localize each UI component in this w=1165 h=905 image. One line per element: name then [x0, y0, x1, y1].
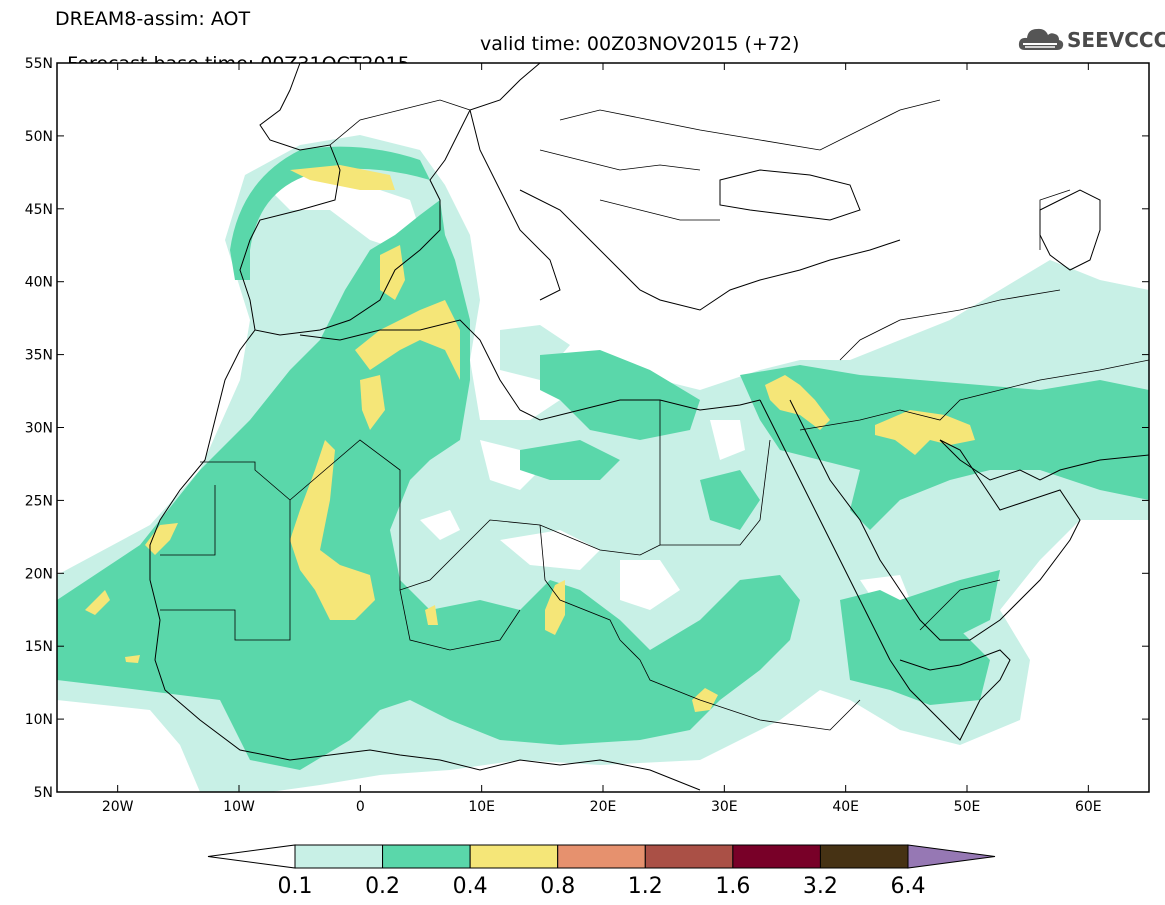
- colorbar-label: 1.6: [715, 874, 750, 899]
- lon-label: 10E: [468, 799, 495, 815]
- colorbar-segment: [382, 844, 471, 869]
- colorbar-segment: [469, 844, 559, 869]
- logo-text: SEEVCCC: [1067, 28, 1165, 52]
- lon-label: 10W: [223, 799, 255, 815]
- seevccc-logo: SEEVCCC: [1017, 22, 1165, 56]
- aot-level-0-4: [85, 165, 975, 712]
- colorbar-label: 1.2: [628, 874, 663, 899]
- lon-axis: 20W 10W 0 10E 20E 30E 40E 50E 60E: [102, 63, 1102, 815]
- lat-label: 40N: [25, 275, 53, 291]
- lon-label: 40E: [832, 799, 859, 815]
- lon-label: 30E: [711, 799, 738, 815]
- lat-label: 15N: [25, 639, 53, 655]
- colorbar-segment: [644, 844, 734, 869]
- lat-label: 10N: [25, 712, 53, 728]
- lat-label: 20N: [25, 566, 53, 582]
- colorbar-segment: [907, 844, 996, 869]
- lon-label: 60E: [1075, 799, 1102, 815]
- lon-label: 0: [356, 799, 365, 815]
- map-title: DREAM8-assim: AOT: [55, 8, 251, 30]
- lat-label: 50N: [25, 129, 53, 145]
- valid-time: valid time: 00Z03NOV2015 (+72): [480, 33, 800, 55]
- lat-label: 30N: [25, 421, 53, 437]
- lat-label: 55N: [25, 56, 53, 72]
- lat-axis: 55N 50N 45N 40N 35N 30N 25N 20N 15N 10N 5N: [25, 56, 1149, 801]
- colorbar-segment: [732, 844, 821, 869]
- country-borders: [160, 99, 1149, 731]
- aot-field: [57, 135, 1149, 792]
- colorbar-label: 0.2: [365, 874, 400, 899]
- lat-label: 45N: [25, 202, 53, 218]
- lat-label: 35N: [25, 348, 53, 364]
- colorbar-label: 6.4: [891, 874, 926, 899]
- aot-gaps: [270, 175, 910, 610]
- lat-label: 5N: [34, 785, 53, 801]
- colorbar: 0.1 0.2 0.4 0.8 1.2 1.6 3.2 6.4: [207, 844, 996, 899]
- colorbar-label: 0.1: [278, 874, 313, 899]
- lon-label: 20E: [590, 799, 617, 815]
- colorbar-label: 0.4: [453, 874, 488, 899]
- colorbar-label: 0.8: [540, 874, 575, 899]
- cloud-icon: [1018, 28, 1064, 50]
- aot-level-0-2: [57, 146, 1149, 770]
- lon-label: 50E: [954, 799, 981, 815]
- colorbar-segment: [819, 844, 909, 869]
- lon-label: 20W: [102, 799, 134, 815]
- colorbar-segment: [557, 844, 646, 869]
- lat-label: 25N: [25, 493, 53, 509]
- colorbar-segment: [207, 844, 296, 869]
- colorbar-label: 3.2: [803, 874, 838, 899]
- colorbar-segment: [294, 844, 384, 869]
- coastlines: [149, 63, 1149, 791]
